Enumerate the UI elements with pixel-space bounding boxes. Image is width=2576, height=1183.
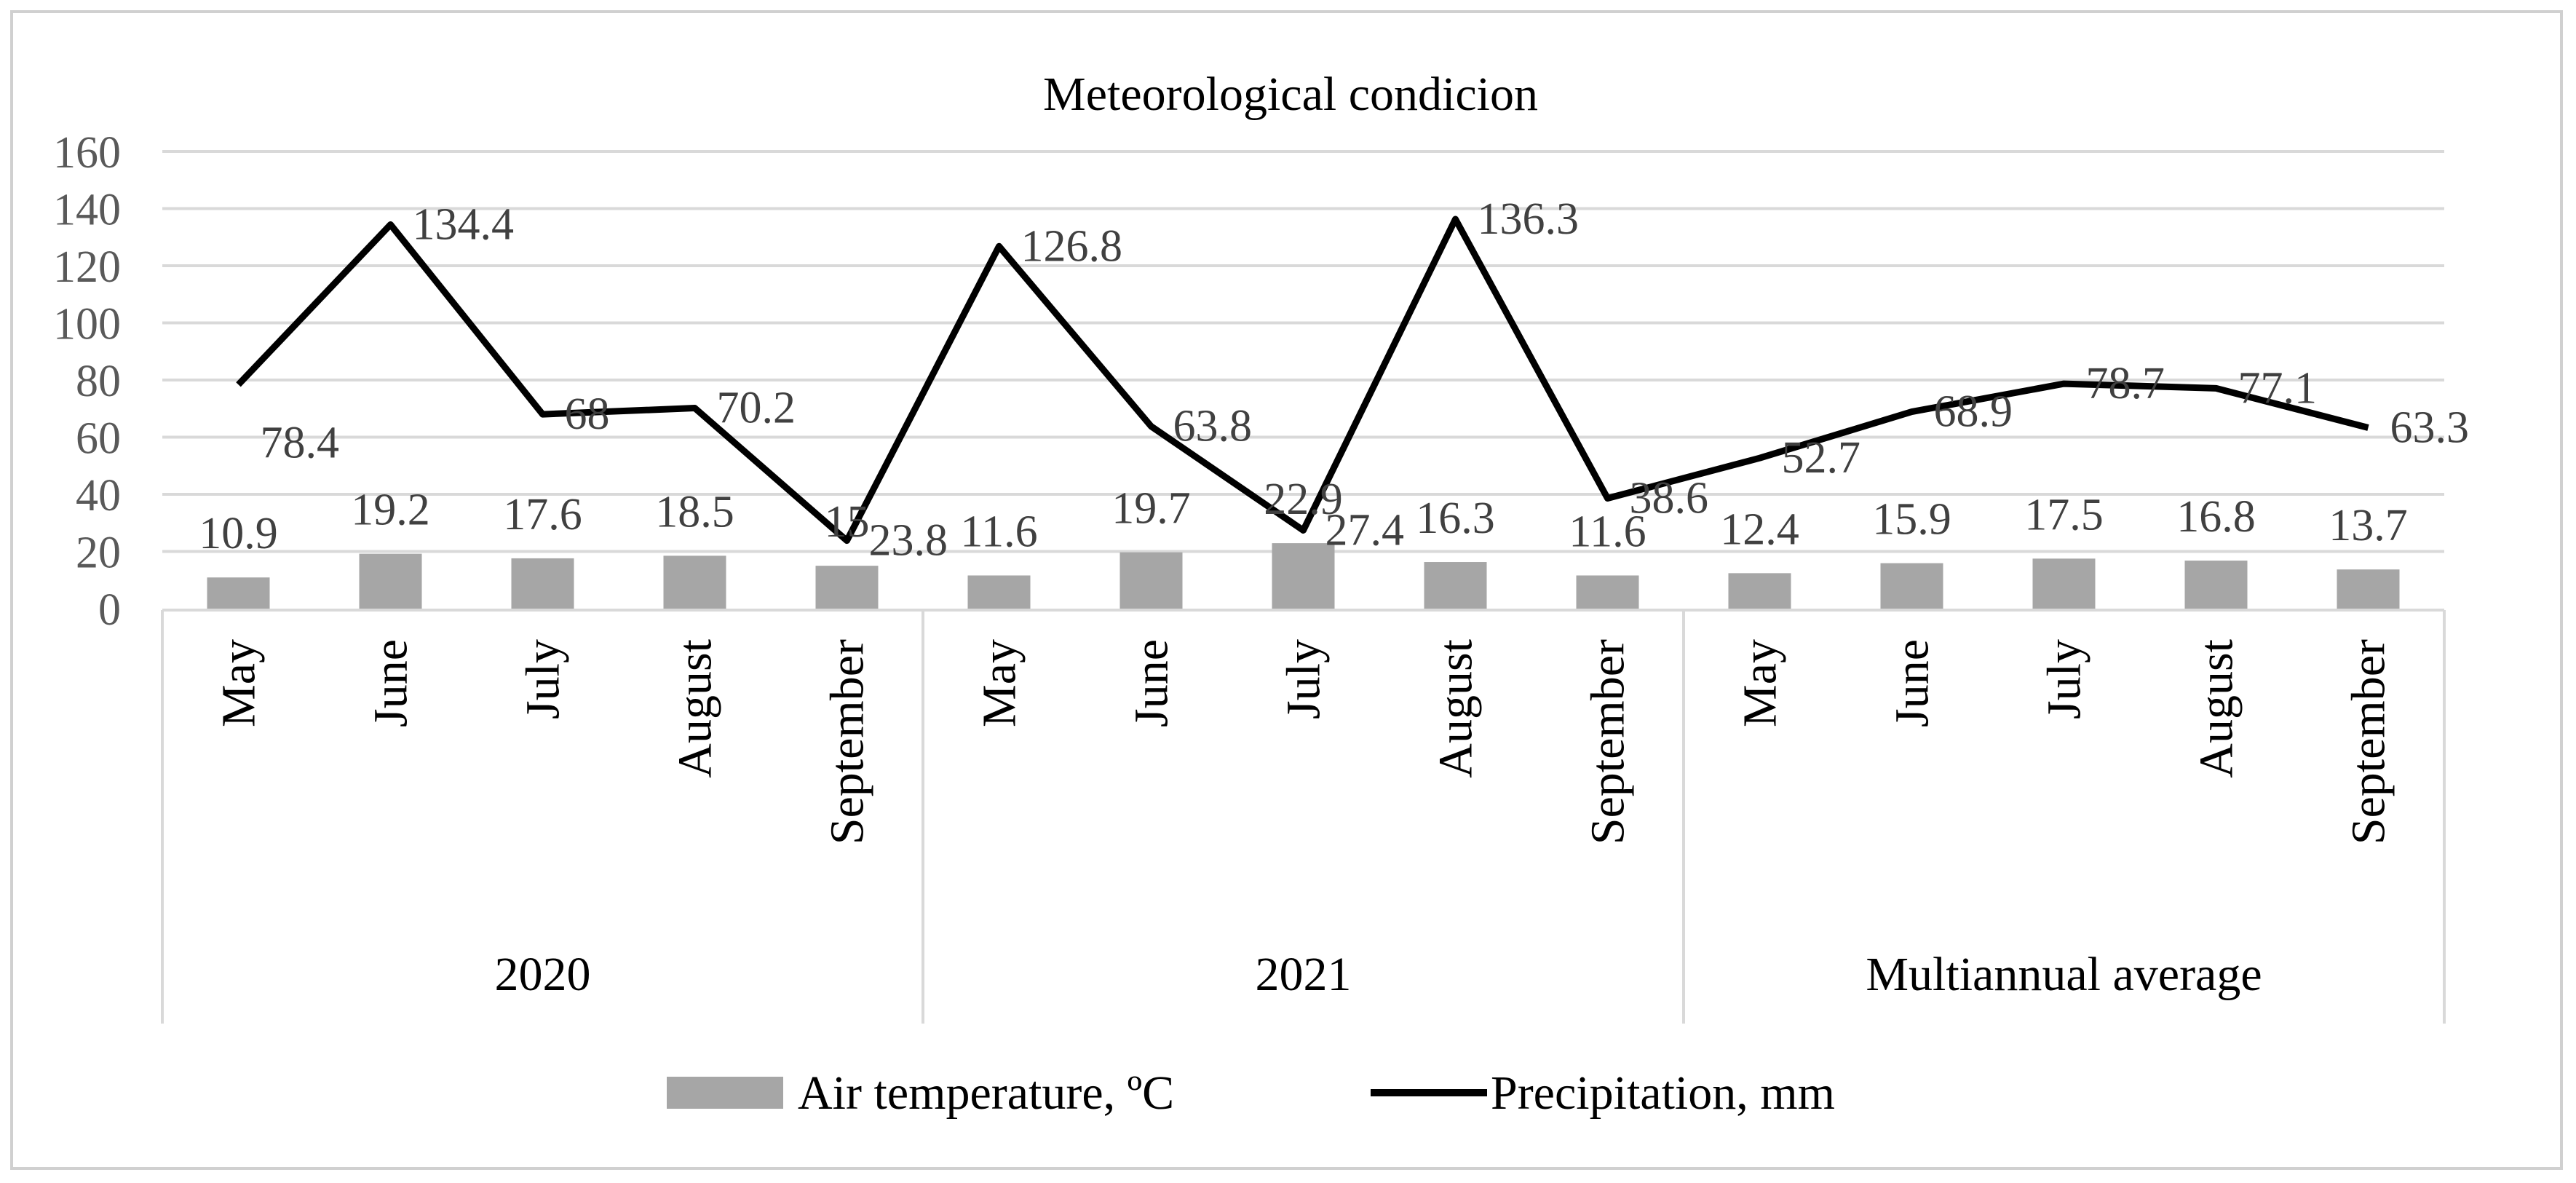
bar — [1728, 573, 1791, 609]
line-data-label: 70.2 — [717, 383, 796, 432]
bar-data-label: 16.3 — [1416, 494, 1495, 543]
bar — [1880, 563, 1943, 609]
x-category-label: June — [1886, 639, 1939, 727]
legend-label: Precipitation, mm — [1491, 1067, 1835, 1120]
x-category-label: May — [1734, 639, 1787, 727]
x-category-label: May — [973, 639, 1026, 727]
bar — [967, 575, 1031, 609]
chart-svg: Meteorological condicion 0 20 40 60 80 100 120… — [53, 68, 2469, 1120]
line-data-label: 68.9 — [1934, 387, 2013, 437]
y-tick-label: 0 — [98, 585, 121, 635]
bar — [2184, 561, 2248, 609]
bar-data-label: 17.5 — [2024, 490, 2104, 539]
x-category-label: August — [2190, 639, 2243, 778]
legend-label: Air temperature, ºC — [798, 1067, 1174, 1120]
bar-data-label: 15.9 — [1872, 495, 1951, 545]
chart-frame: Meteorological condicion 0 20 40 60 80 100 120… — [10, 10, 2563, 1170]
line-data-label: 77.1 — [2238, 363, 2318, 413]
bar-data-label: 12.4 — [1720, 505, 1799, 554]
line-data-label: 23.8 — [869, 516, 948, 566]
bar-data-label: 11.6 — [1569, 507, 1646, 556]
y-axis-ticks: 0 20 40 60 80 100 120 140 160 — [53, 128, 121, 635]
line-data-label: 38.6 — [1630, 473, 1709, 523]
bar — [2337, 569, 2400, 609]
y-tick-label: 140 — [53, 186, 121, 235]
y-tick-label: 40 — [76, 471, 121, 521]
x-category-label: July — [2038, 639, 2091, 719]
line-data-label: 63.8 — [1173, 402, 1253, 451]
line-series-precipitation — [236, 215, 2369, 545]
legend: Air temperature, ºC Precipitation, mm — [667, 1067, 1835, 1120]
bar-data-label: 18.5 — [655, 487, 734, 537]
bar-data-label: 22.9 — [1264, 475, 1343, 524]
x-category-label: July — [1277, 639, 1331, 719]
x-category-label: September — [1582, 639, 1635, 844]
group-label: 2021 — [1256, 948, 1352, 1001]
precipitation-line — [236, 215, 2369, 545]
x-category-label: July — [517, 639, 570, 719]
x-category-label: September — [821, 639, 874, 844]
line-data-label: 136.3 — [1478, 194, 1580, 244]
y-tick-label: 120 — [53, 242, 121, 292]
bar-data-label: 19.2 — [351, 486, 430, 535]
bar — [1424, 562, 1487, 609]
x-axis: 2020 2021 Multiannual average May June July Au… — [161, 609, 2446, 1024]
x-category-label: June — [1125, 639, 1178, 727]
bar-data-label: 15 — [825, 497, 870, 547]
y-tick-label: 160 — [53, 128, 121, 178]
y-tick-label: 60 — [76, 414, 121, 464]
line-data-label: 68 — [565, 389, 610, 439]
y-tick-label: 100 — [53, 300, 121, 349]
x-category-label: August — [1430, 639, 1483, 778]
gridlines — [162, 150, 2444, 553]
bar — [359, 553, 422, 609]
group-label: Multiannual average — [1866, 948, 2262, 1001]
line-data-label: 126.8 — [1021, 221, 1123, 271]
line-data-label: 78.4 — [261, 418, 340, 467]
x-category-label: June — [365, 639, 418, 727]
bar-data-label: 17.6 — [503, 490, 582, 539]
data-labels: 10.9 19.2 17.6 18.5 15 11.6 19.7 22.9 16.3 11.6 12… — [199, 194, 2469, 566]
line-data-label: 27.4 — [1325, 505, 1405, 555]
line-data-label: 78.7 — [2086, 359, 2165, 408]
bar-data-label: 10.9 — [199, 509, 278, 558]
bar — [1272, 543, 1335, 609]
bar — [663, 555, 726, 609]
y-tick-label: 80 — [76, 357, 121, 406]
bar-series-air-temperature — [207, 543, 2400, 609]
bar — [1119, 552, 1183, 609]
x-category-label: August — [669, 639, 722, 778]
legend-swatch-bar — [667, 1077, 783, 1109]
chart-title: Meteorological condicion — [1043, 68, 1538, 121]
bar-data-label: 13.7 — [2329, 501, 2408, 550]
x-category-label: September — [2342, 639, 2395, 844]
y-tick-label: 20 — [76, 529, 121, 578]
line-data-label: 63.3 — [2390, 403, 2470, 453]
bar-data-label: 11.6 — [960, 507, 1037, 556]
bar — [511, 558, 574, 609]
bar-data-label: 16.8 — [2176, 492, 2256, 542]
line-data-label: 52.7 — [1782, 433, 1861, 483]
line-data-label: 134.4 — [413, 199, 515, 249]
bar — [1576, 575, 1639, 609]
bar — [207, 577, 270, 609]
bar — [815, 566, 879, 609]
group-label: 2020 — [495, 948, 591, 1001]
bar-data-label: 19.7 — [1111, 484, 1191, 534]
x-category-label: May — [213, 639, 266, 727]
bar — [2032, 558, 2096, 609]
